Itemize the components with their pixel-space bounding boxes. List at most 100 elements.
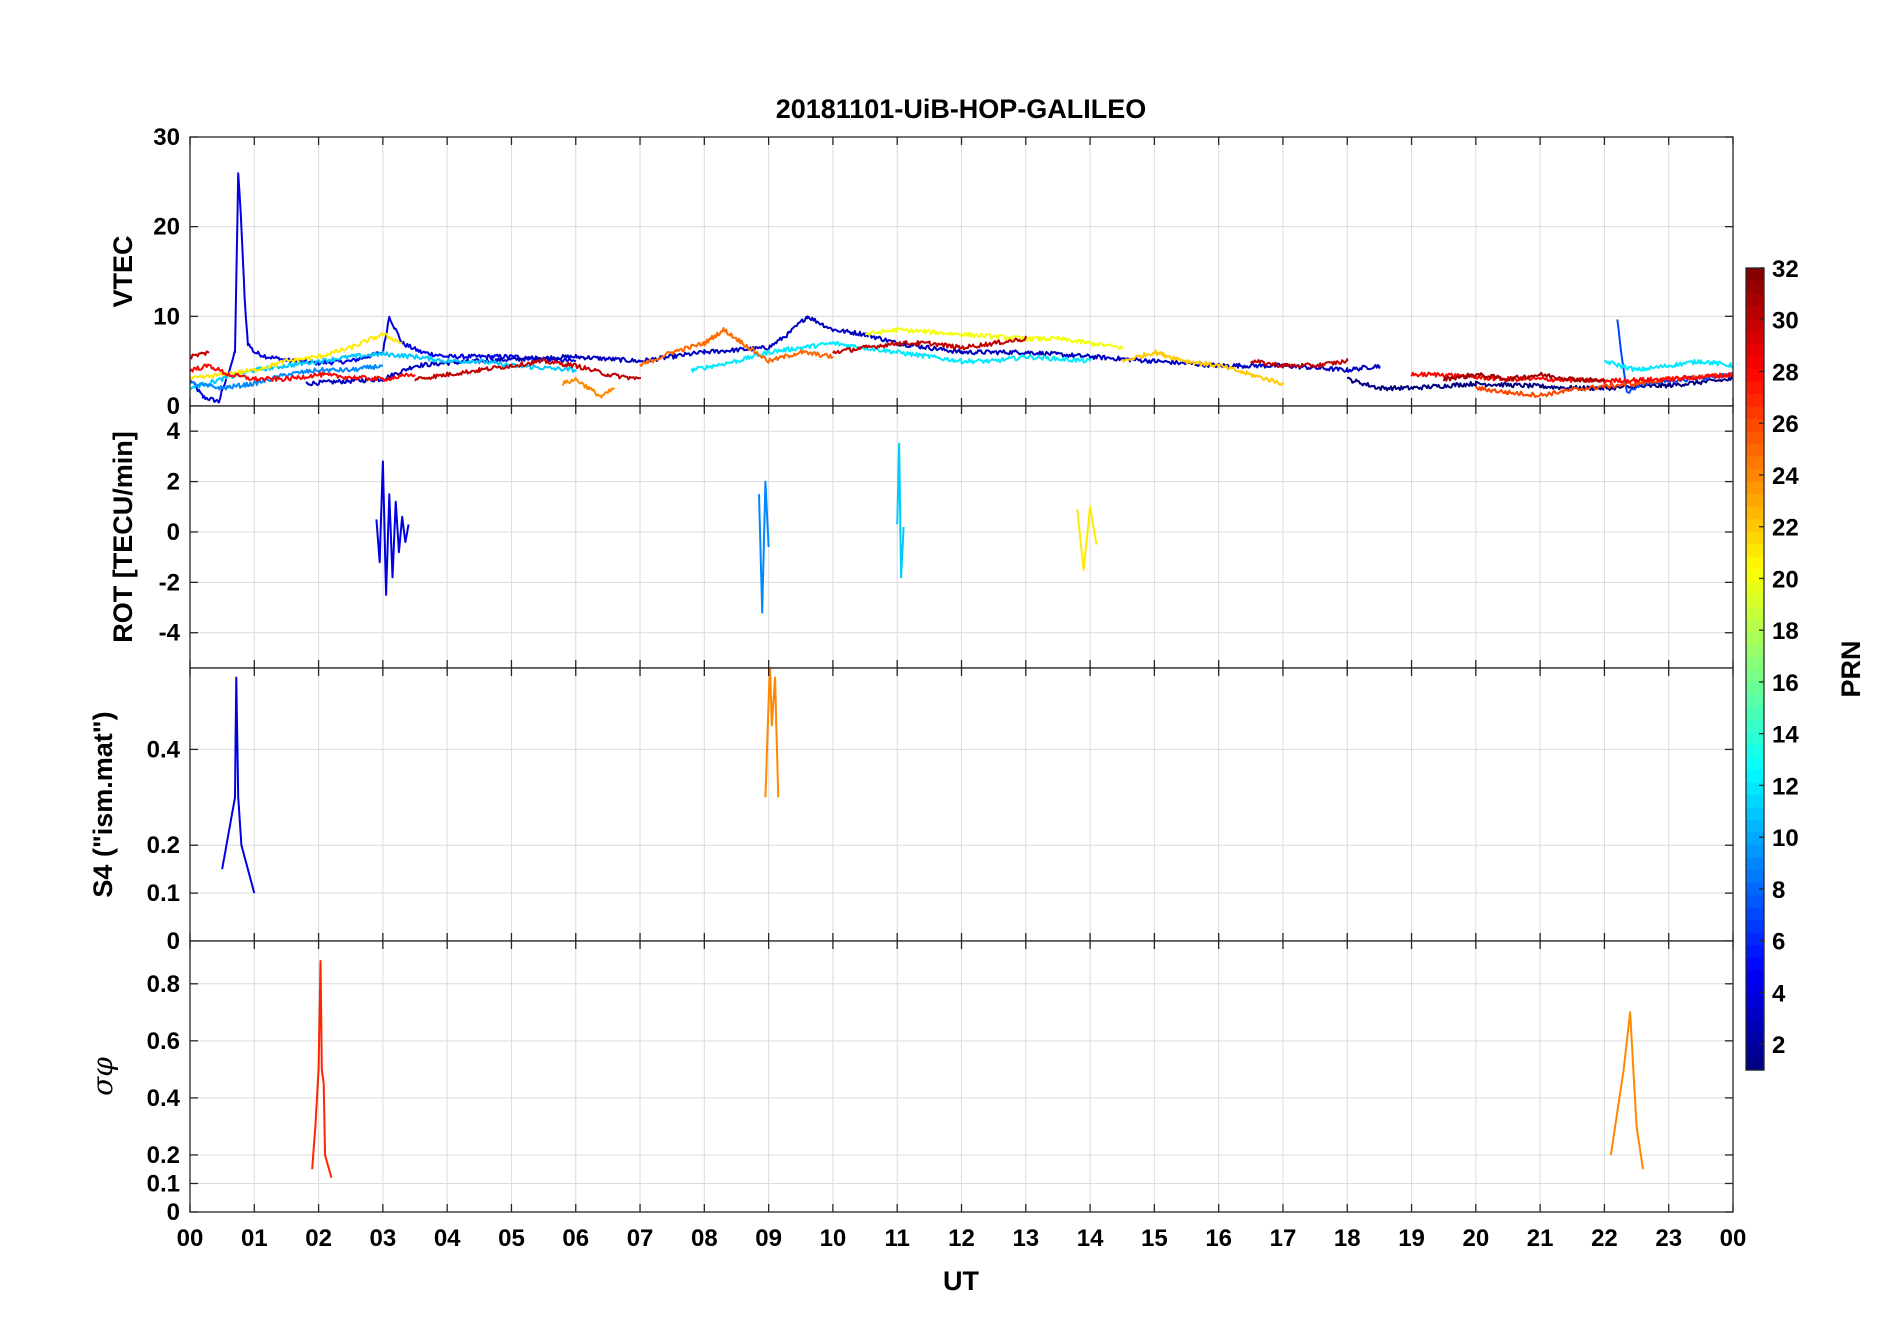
x-tick-label: 10 <box>820 1225 847 1252</box>
series-line-prn-24 <box>764 668 780 798</box>
series-line-prn-4 <box>221 676 256 894</box>
x-tick-label: 05 <box>498 1225 525 1252</box>
colorbar-tick-label: 18 <box>1772 618 1799 645</box>
y-tick-label: 0.1 <box>147 1170 180 1197</box>
colorbar-band <box>1746 556 1764 570</box>
x-tick-label: 18 <box>1334 1225 1361 1252</box>
y-tick-label: -4 <box>159 620 181 647</box>
x-tick-label: 16 <box>1205 1225 1232 1252</box>
series-line-prn-9 <box>758 480 770 614</box>
colorbar-band <box>1746 443 1764 457</box>
x-tick-label: 02 <box>305 1225 332 1252</box>
colorbar-band <box>1746 882 1764 896</box>
x-tick-label: 08 <box>691 1225 718 1252</box>
y-tick-label: 0.6 <box>147 1028 180 1055</box>
colorbar-band <box>1746 293 1764 307</box>
colorbar-band <box>1746 268 1764 282</box>
colorbar-band <box>1746 531 1764 545</box>
colorbar-band <box>1746 593 1764 607</box>
colorbar-band <box>1746 932 1764 946</box>
x-tick-label: 23 <box>1655 1225 1682 1252</box>
series-line-prn-4 <box>375 460 410 596</box>
colorbar-tick-label: 32 <box>1772 256 1799 283</box>
colorbar-band <box>1746 856 1764 871</box>
colorbar-band <box>1746 1057 1764 1071</box>
colorbar-band <box>1746 669 1764 683</box>
colorbar-tick-label: 26 <box>1772 411 1799 438</box>
series-group <box>221 668 780 894</box>
panel-s4: 0 0.1 0.2 0.4 S4 ("ism.mat") <box>88 667 1734 955</box>
series-line-prn-7 <box>1616 319 1733 394</box>
colorbar-band <box>1746 405 1764 419</box>
ticks <box>189 941 1734 1213</box>
x-axis-label: UT <box>943 1266 979 1296</box>
series-line-prn-30 <box>832 335 1027 355</box>
x-tick-label: 01 <box>241 1225 268 1252</box>
colorbar-band <box>1746 706 1764 720</box>
colorbar-band <box>1746 719 1764 733</box>
colorbar-tick-label: 8 <box>1772 877 1785 904</box>
colorbar-band <box>1746 844 1764 858</box>
colorbar-band <box>1746 481 1764 495</box>
colorbar-tick-label: 14 <box>1772 722 1799 749</box>
y-tick-label: 2 <box>167 469 180 496</box>
colorbar-tick-label: 20 <box>1772 566 1799 593</box>
y-tick-label: 0.4 <box>147 736 181 763</box>
colorbar-band <box>1746 631 1764 645</box>
colorbar-band <box>1746 506 1764 520</box>
colorbar-band <box>1746 869 1764 883</box>
colorbar-tick-label: 6 <box>1772 929 1785 956</box>
colorbar-band <box>1746 455 1764 470</box>
colorbar-band <box>1746 907 1764 921</box>
colorbar-band <box>1746 744 1764 758</box>
series-line-prn-28 <box>190 363 416 383</box>
colorbar-band <box>1746 430 1764 445</box>
colorbar-band <box>1746 831 1764 846</box>
series-line-prn-22 <box>1121 349 1284 386</box>
x-tick-label: 09 <box>755 1225 782 1252</box>
x-tick-label: 06 <box>562 1225 589 1252</box>
series-line-prn-20 <box>865 326 1124 350</box>
colorbar-band <box>1746 305 1764 319</box>
colorbar-band <box>1746 681 1764 695</box>
x-tick-label: 04 <box>434 1225 461 1252</box>
colorbar-band <box>1746 568 1764 582</box>
colorbar-band <box>1746 944 1764 958</box>
series-group <box>311 960 1644 1179</box>
panel-vtec: 0 10 20 30 VTEC <box>108 124 1734 420</box>
x-tick-labels: 00 01 02 03 04 05 06 07 08 09 10 11 12 13 14 15 16 17 18 19… <box>177 1225 1747 1252</box>
series-group <box>375 442 1098 614</box>
colorbar-band <box>1746 393 1764 407</box>
panel-sigma_phi: 00.10.2 0.4 0.6 0.8 σφ <box>86 940 1734 1226</box>
x-tick-label: 20 <box>1462 1225 1489 1252</box>
colorbar-band <box>1746 280 1764 294</box>
colorbar-band <box>1746 982 1764 996</box>
colorbar-band <box>1746 543 1764 557</box>
colorbar-tick-label: 2 <box>1772 1032 1785 1059</box>
y-tick-label: 20 <box>153 214 180 241</box>
y-tick-label: 0.4 <box>147 1085 181 1112</box>
y-tick-label: 30 <box>153 124 180 151</box>
y-tick-label: 0.1 <box>147 880 180 907</box>
x-tick-label: 14 <box>1077 1225 1104 1252</box>
x-tick-label: 07 <box>627 1225 654 1252</box>
colorbar-band <box>1746 694 1764 708</box>
colorbar-band <box>1746 1019 1764 1034</box>
y-tick-label: 0.2 <box>147 832 180 859</box>
colorbar-tick-label: 10 <box>1772 825 1799 852</box>
colorbar-tick-label: 30 <box>1772 308 1799 335</box>
y-tick-label: 0.8 <box>147 971 180 998</box>
y-axis-label: S4 ("ism.mat") <box>88 711 118 897</box>
y-tick-label: 10 <box>153 303 180 330</box>
colorbar-band <box>1746 957 1764 971</box>
colorbar-tick-label: 16 <box>1772 670 1799 697</box>
colorbar-tick-label: 4 <box>1772 980 1786 1007</box>
colorbar-band <box>1746 581 1764 595</box>
colorbar-band <box>1746 969 1764 983</box>
colorbar-band <box>1746 1007 1764 1021</box>
grid <box>189 406 1734 668</box>
chart-title: 20181101-UiB-HOP-GALILEO <box>776 94 1147 124</box>
